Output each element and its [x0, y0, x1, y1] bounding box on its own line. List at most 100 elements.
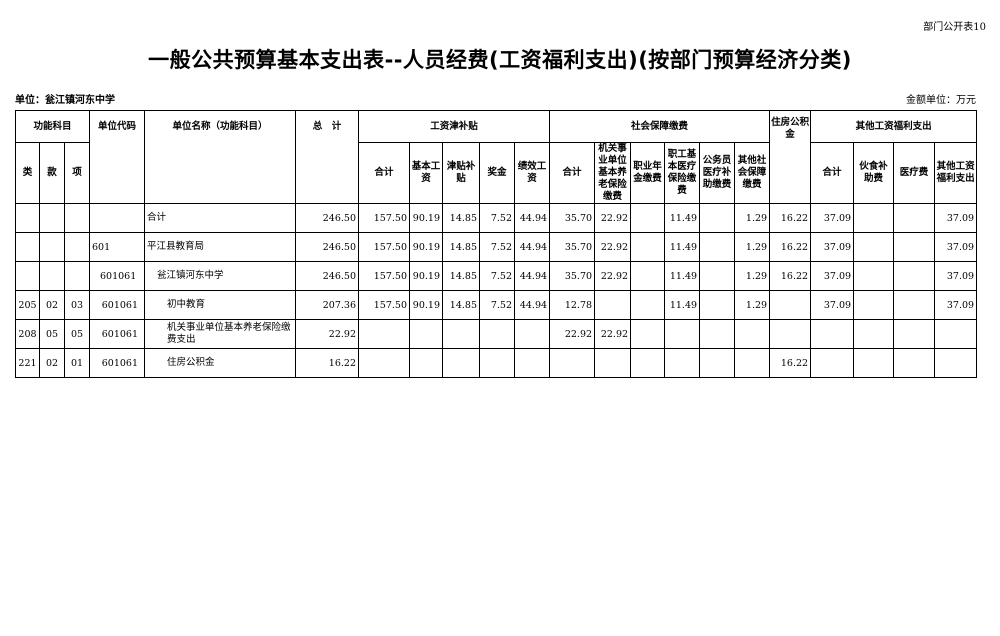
header-other-col: 医疗费 [893, 142, 936, 204]
cell-value [934, 348, 978, 378]
header-other-col: 合计 [810, 142, 855, 204]
cell-unit-code [89, 203, 145, 233]
cell-value [769, 319, 812, 349]
cell-value: 35.70 [549, 261, 596, 291]
header-social-col: 职工基本医疗保险缴费 [664, 142, 701, 204]
cell-value [853, 261, 895, 291]
table-row: 601061 瓮江镇河东中学 246.50 157.50 90.19 14.85 7.52 4… [15, 261, 978, 291]
cell-lei [15, 203, 40, 233]
cell-unit-code: 601061 [89, 290, 145, 320]
table-row: 208 05 05 601061 机关事业单位基本养老保险缴费支出 22.92 22.92 2… [15, 319, 978, 349]
cell-kuan [39, 203, 65, 233]
cell-value: 16.22 [769, 348, 812, 378]
cell-value [358, 348, 410, 378]
header-func-subject: 功能科目 [15, 110, 90, 143]
cell-value [810, 348, 855, 378]
cell-value: 157.50 [358, 261, 410, 291]
cell-value: 14.85 [442, 261, 480, 291]
cell-value: 35.70 [549, 203, 596, 233]
header-social-col: 机关事业单位基本养老保险缴费 [594, 142, 632, 204]
header-wage-col: 基本工资 [409, 142, 443, 204]
cell-value [893, 261, 936, 291]
cell-value: 22.92 [594, 203, 632, 233]
amount-unit: 金额单位：万元 [906, 95, 976, 106]
cell-xiang: 05 [64, 319, 90, 349]
cell-value: 157.50 [358, 232, 410, 262]
cell-value: 22.92 [549, 319, 596, 349]
header-unit-name: 单位名称（功能科目） [144, 110, 296, 204]
header-wage-col: 绩效工资 [513, 142, 551, 204]
budget-table: 功能科目 单位代码 单位名称（功能科目） 总 计 工资津补贴 社会保障缴费 住房… [15, 110, 978, 378]
cell-value [513, 319, 551, 349]
cell-value: 37.09 [810, 232, 855, 262]
cell-value [934, 319, 978, 349]
cell-value: 44.94 [513, 290, 551, 320]
cell-value: 7.52 [479, 261, 515, 291]
cell-value [479, 348, 515, 378]
cell-value [664, 319, 701, 349]
cell-value [893, 203, 936, 233]
cell-value [893, 348, 936, 378]
cell-value: 7.52 [479, 232, 515, 262]
header-unit-code: 单位代码 [89, 110, 145, 204]
header-wage-group: 工资津补贴 [357, 110, 551, 143]
cell-value [893, 319, 936, 349]
cell-value: 22.92 [295, 319, 359, 349]
cell-value [853, 319, 895, 349]
cell-value [479, 319, 515, 349]
cell-value: 11.49 [664, 203, 701, 233]
cell-value: 246.50 [295, 203, 359, 233]
cell-value: 246.50 [295, 261, 359, 291]
cell-value: 90.19 [409, 261, 443, 291]
cell-value [630, 348, 666, 378]
cell-value: 16.22 [769, 232, 812, 262]
cell-unit-code: 601061 [89, 261, 145, 291]
cell-lei [15, 232, 40, 262]
cell-lei: 221 [15, 348, 40, 378]
header-wage-col: 合计 [358, 142, 410, 204]
header-social-col: 公务员医疗补助缴费 [699, 142, 736, 204]
cell-kuan [39, 232, 65, 262]
header-other-group: 其他工资福利支出 [810, 110, 978, 143]
cell-value [893, 290, 936, 320]
cell-value: 246.50 [295, 232, 359, 262]
cell-value: 90.19 [409, 203, 443, 233]
cell-value [699, 319, 736, 349]
cell-value: 14.85 [442, 203, 480, 233]
cell-unit-name: 瓮江镇河东中学 [144, 261, 296, 291]
cell-value [893, 232, 936, 262]
cell-unit-name: 合计 [144, 203, 296, 233]
cell-value [664, 348, 701, 378]
cell-value [853, 203, 895, 233]
cell-lei: 205 [15, 290, 40, 320]
cell-value: 11.49 [664, 232, 701, 262]
form-number: 部门公开表10 [923, 22, 986, 33]
cell-value: 22.92 [594, 319, 632, 349]
cell-lei [15, 261, 40, 291]
cell-value: 157.50 [358, 203, 410, 233]
header-kuan: 款 [39, 142, 65, 204]
cell-value [442, 348, 480, 378]
cell-value: 207.36 [295, 290, 359, 320]
header-other-col: 伙食补助费 [853, 142, 895, 204]
cell-value: 11.49 [664, 290, 701, 320]
cell-value: 35.70 [549, 232, 596, 262]
cell-unit-name: 机关事业单位基本养老保险缴费支出 [144, 319, 296, 349]
cell-value: 1.29 [734, 203, 771, 233]
header-wage-col: 奖金 [479, 142, 515, 204]
cell-value: 157.50 [358, 290, 410, 320]
cell-value [630, 319, 666, 349]
cell-value: 12.78 [549, 290, 596, 320]
cell-value [594, 348, 632, 378]
header-social-col: 职业年金缴费 [630, 142, 666, 204]
cell-value: 7.52 [479, 203, 515, 233]
table-row: 合计 246.50 157.50 90.19 14.85 7.52 44.94 35.70 22… [15, 203, 978, 233]
header-other-col: 其他工资福利支出 [934, 142, 978, 204]
cell-value: 37.09 [934, 203, 978, 233]
header-social-col: 其他社会保障缴费 [734, 142, 771, 204]
cell-value: 1.29 [734, 290, 771, 320]
table-row: 601 平江县教育局 246.50 157.50 90.19 14.85 7.52 44.94… [15, 232, 978, 262]
cell-value: 22.92 [594, 232, 632, 262]
header-lei: 类 [15, 142, 40, 204]
cell-kuan: 02 [39, 290, 65, 320]
